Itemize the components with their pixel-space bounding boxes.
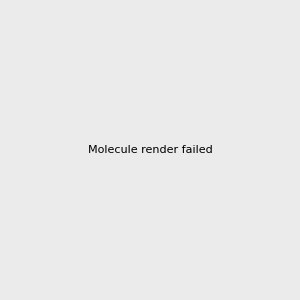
Text: Molecule render failed: Molecule render failed xyxy=(88,145,212,155)
